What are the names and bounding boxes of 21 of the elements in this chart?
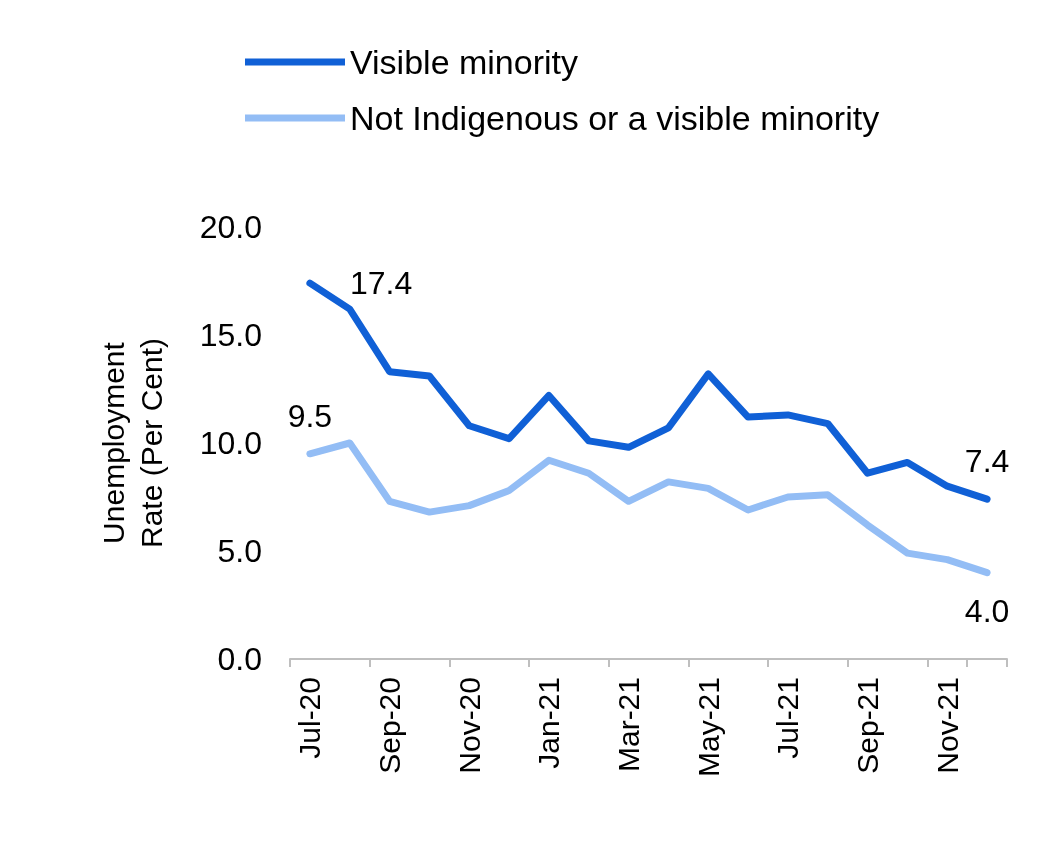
data-label: 4.0 (964, 592, 1010, 629)
y-tick-label: 5.0 (217, 533, 262, 569)
x-tick-label: Mar-21 (612, 677, 646, 773)
x-tick-label: Jul-21 (771, 677, 805, 759)
y-tick-label: 10.0 (199, 425, 262, 461)
x-tick-label: Nov-20 (452, 677, 486, 774)
x-tick-label: Sep-20 (373, 677, 407, 774)
data-label: 7.4 (964, 443, 1010, 480)
legend-label: Not Indigenous or a visible minority (350, 99, 880, 137)
x-tick-label: May-21 (691, 677, 725, 778)
x-tick-label: Jul-20 (293, 677, 327, 759)
y-tick-label: 15.0 (199, 317, 262, 353)
x-tick-label: Sep-21 (851, 677, 885, 774)
data-label: 9.5 (287, 397, 333, 434)
x-tick-label: Jan-21 (532, 677, 566, 769)
y-axis-title: Unemployment Rate (Per Cent) (96, 337, 168, 549)
y-tick-label: 0.0 (217, 641, 262, 677)
y-tick-label: 20.0 (199, 209, 262, 245)
legend-label: Visible minority (350, 43, 579, 81)
data-label: 17.4 (349, 265, 413, 302)
x-tick-label: Nov-21 (930, 677, 964, 774)
